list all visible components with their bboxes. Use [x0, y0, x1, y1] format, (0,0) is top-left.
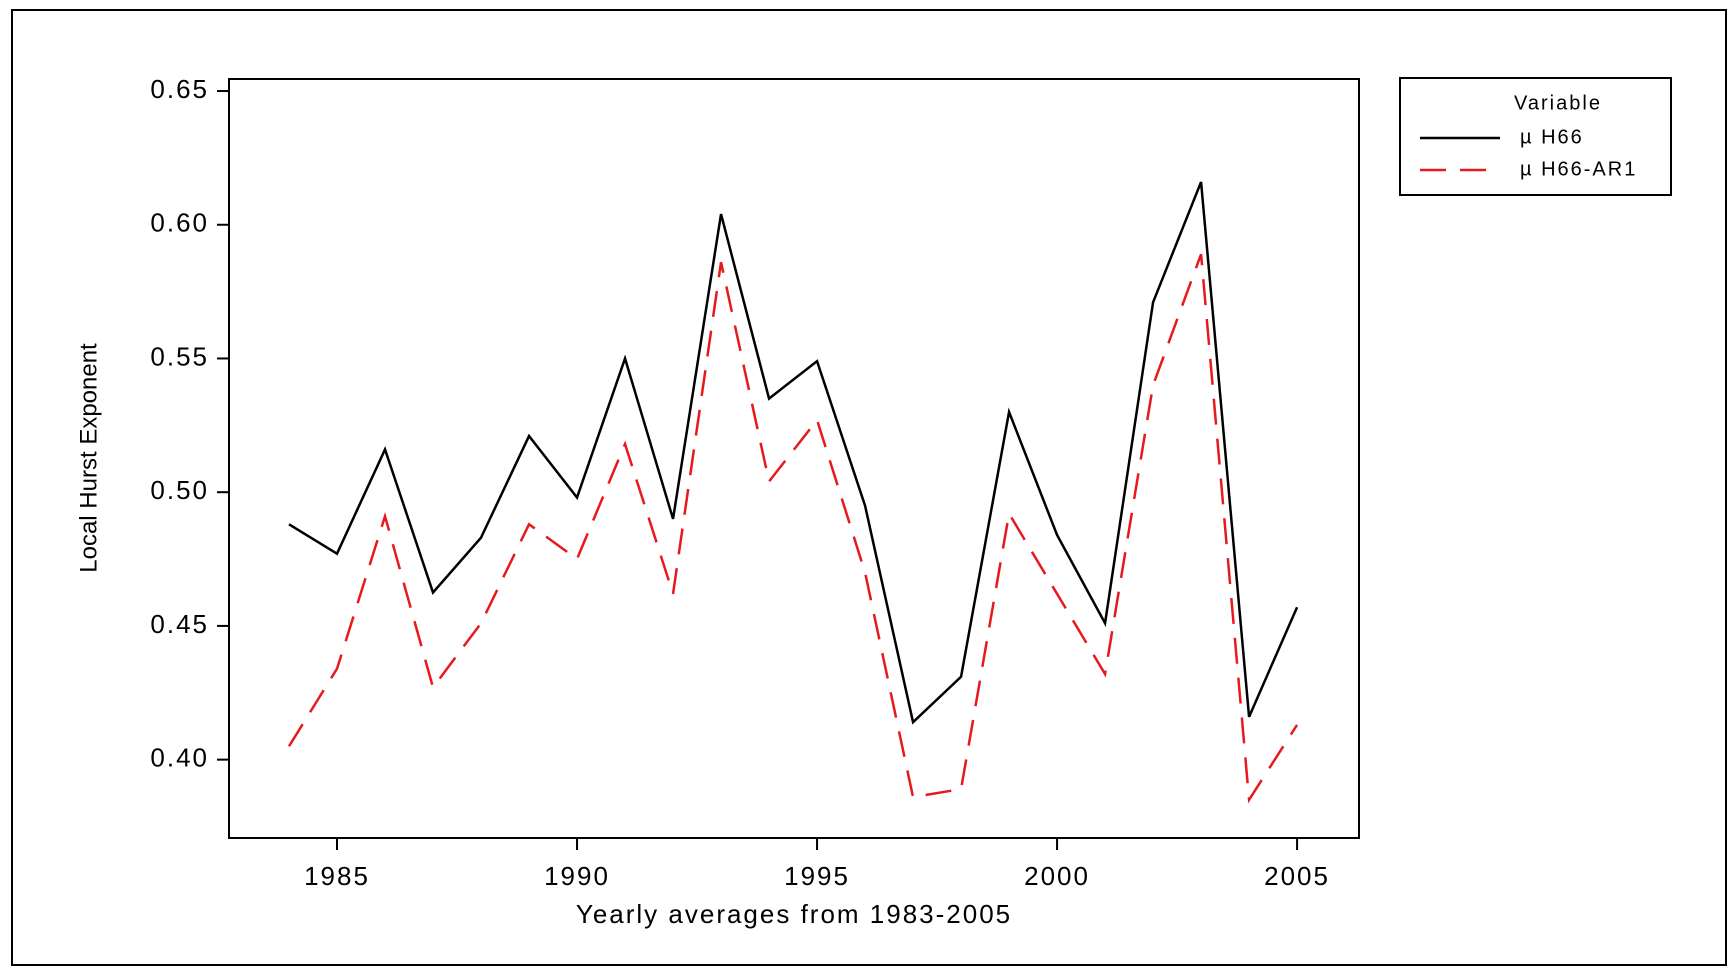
x-axis-label: Yearly averages from 1983-2005: [576, 899, 1012, 929]
legend-box: [1399, 77, 1672, 196]
series-line: [287, 253, 1299, 804]
y-tick-label: 0.60: [150, 208, 209, 238]
legend-label: µ H66: [1520, 126, 1584, 148]
legend-label: µ H66-AR1: [1520, 158, 1637, 180]
x-tick-label: 2000: [1024, 861, 1090, 891]
series-line: [288, 181, 1299, 725]
legend-title: Variable: [1514, 92, 1602, 114]
frame: [11, 9, 1727, 966]
y-tick-label: 0.50: [150, 475, 209, 505]
plot-area: [228, 78, 1360, 839]
x-tick-label: 1995: [784, 861, 850, 891]
y-tick-label: 0.40: [150, 743, 209, 773]
y-axis-label: Local Hurst Exponent: [75, 343, 102, 573]
y-tick-label: 0.55: [150, 341, 209, 371]
y-tick-label: 0.45: [150, 609, 209, 639]
y-tick-label: 0.65: [150, 74, 209, 104]
x-tick-label: 1985: [304, 861, 370, 891]
x-tick-label: 2005: [1264, 861, 1330, 891]
x-tick-label: 1990: [544, 861, 610, 891]
